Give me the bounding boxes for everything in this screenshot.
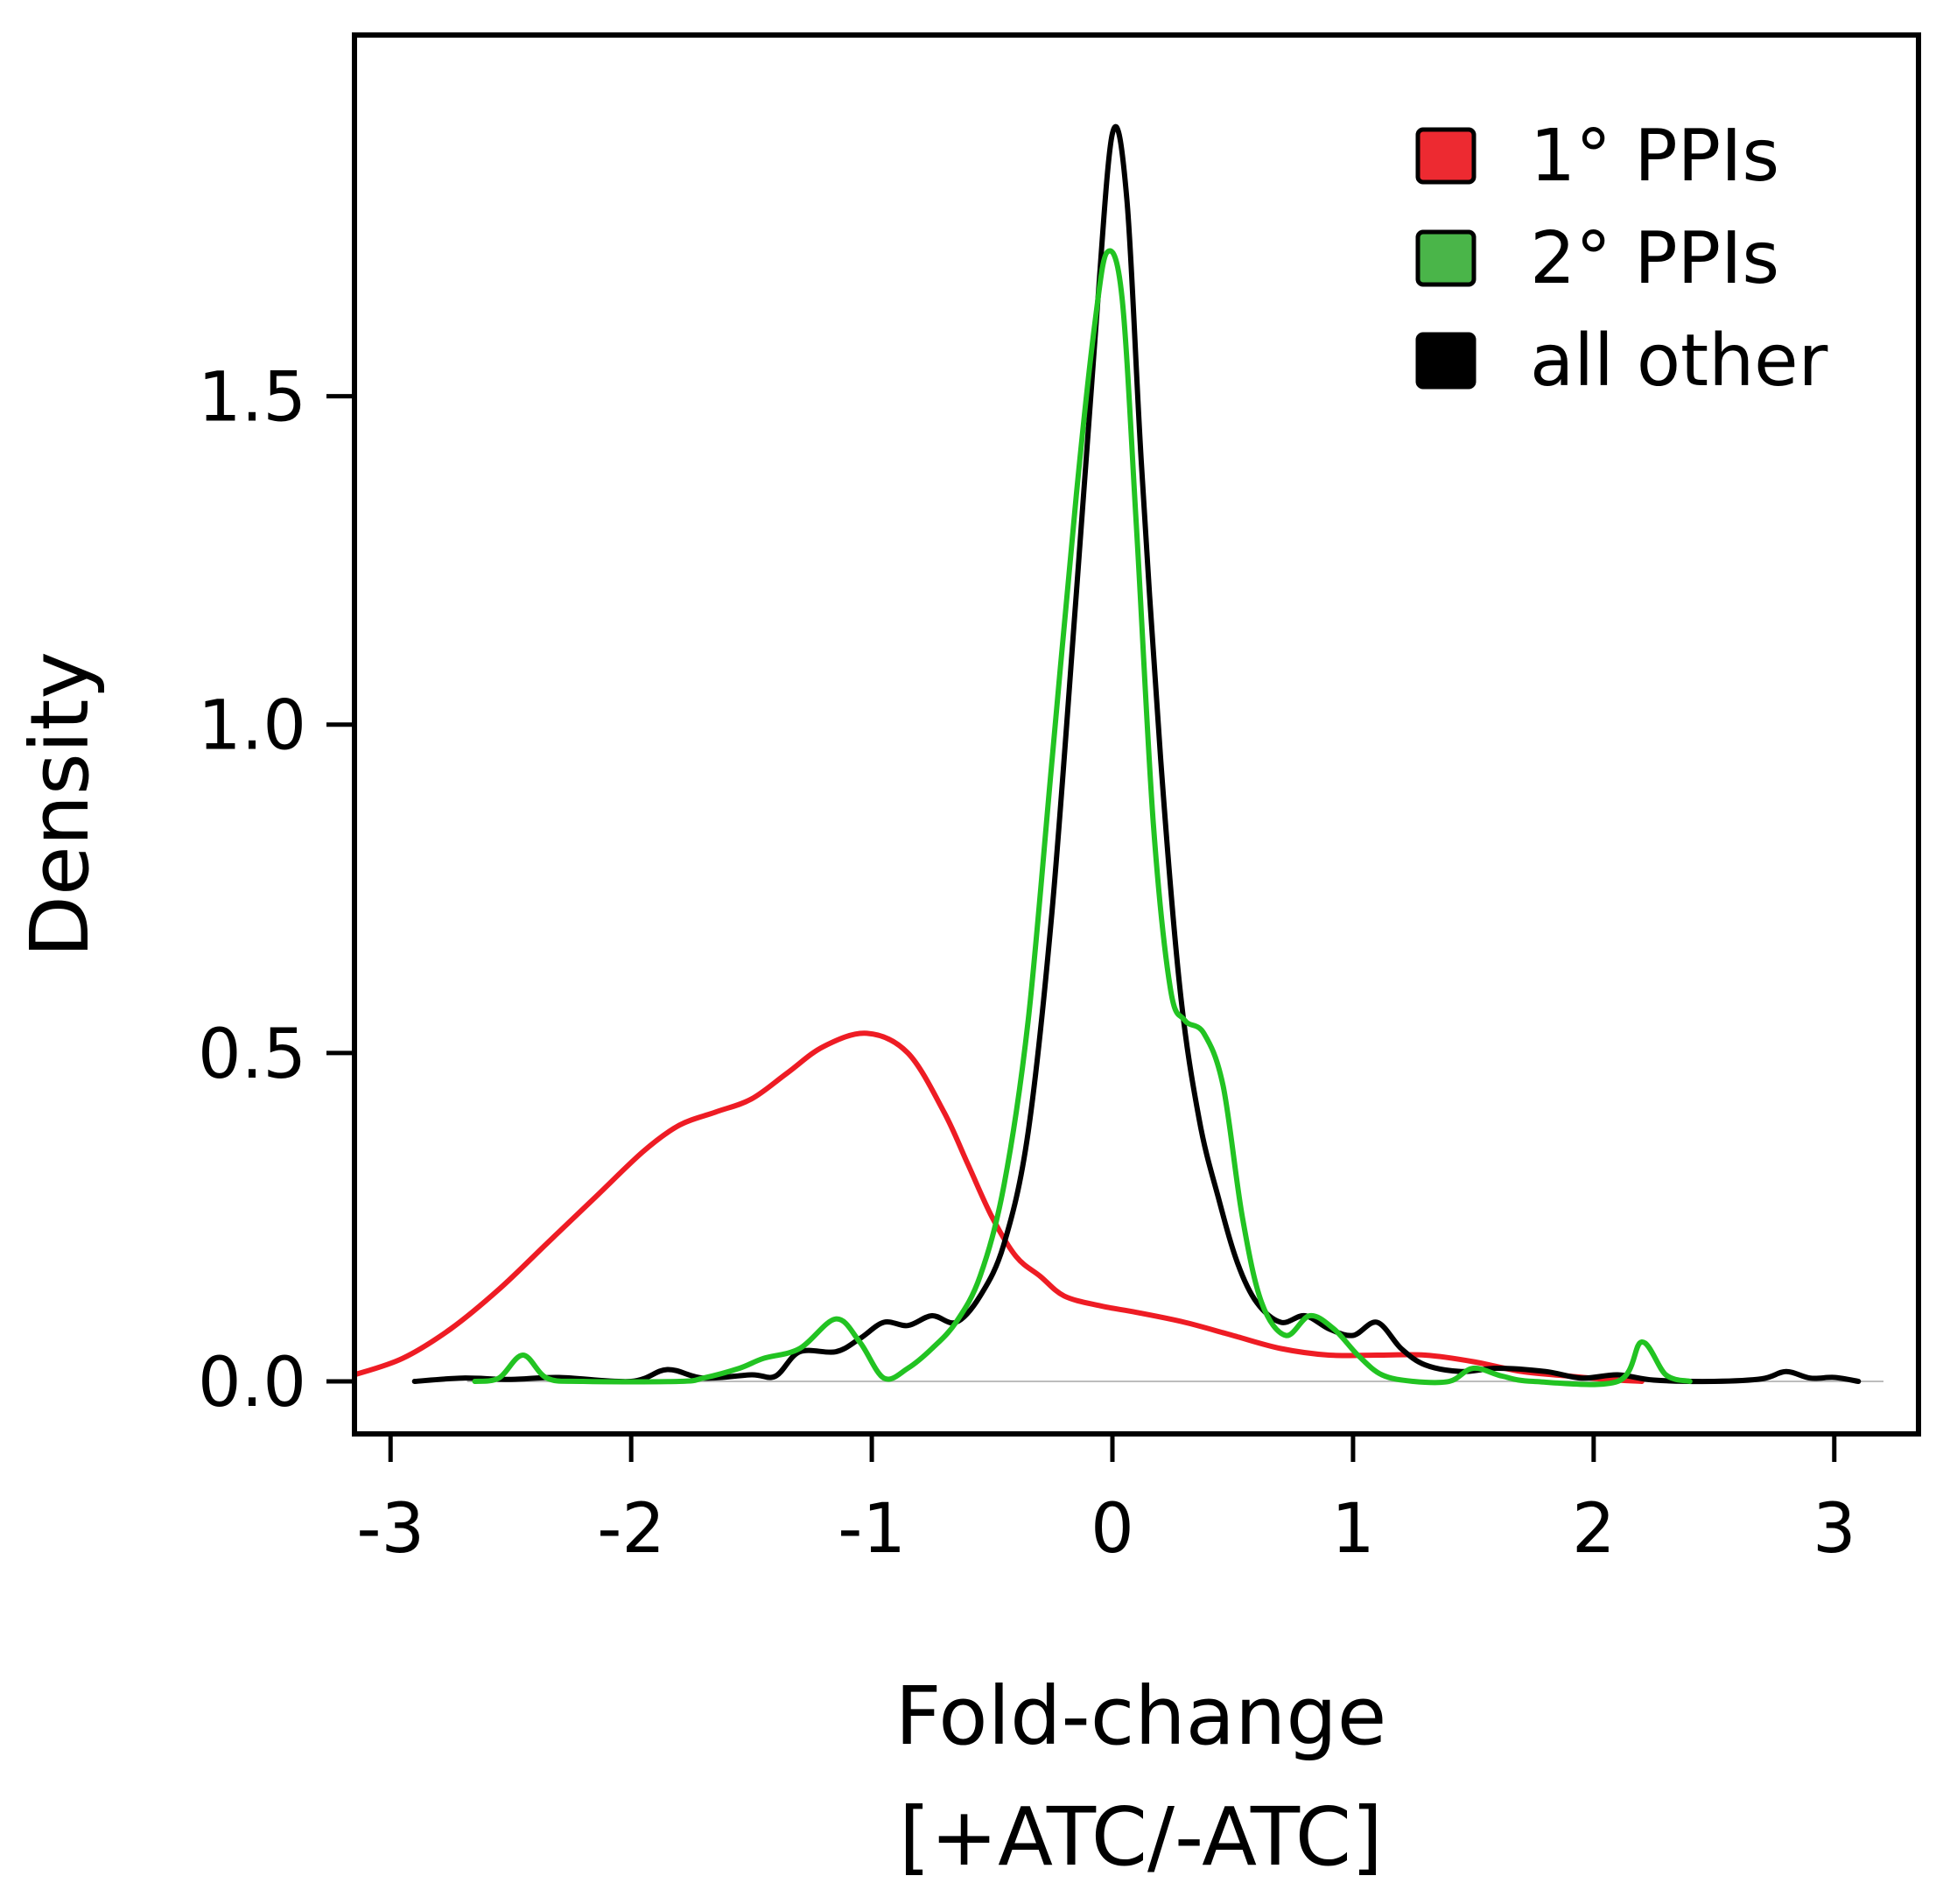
legend-label: all other xyxy=(1530,320,1828,403)
y-tick-label: 1.5 xyxy=(198,359,306,438)
legend-swatch xyxy=(1415,332,1477,390)
legend-item-all-other: all other xyxy=(1415,320,1828,403)
x-tick-label: 1 xyxy=(1331,1490,1375,1569)
x-tick-label: -1 xyxy=(838,1490,906,1569)
x-axis-title-line-2: [+ATC/-ATC] xyxy=(899,1790,1383,1884)
y-tick-label: 0.5 xyxy=(198,1015,306,1094)
x-tick-label: -3 xyxy=(356,1490,424,1569)
legend-item-2-ppis: 2° PPIs xyxy=(1415,217,1779,300)
series-line-2-ppis xyxy=(472,248,1693,1388)
legend-swatch xyxy=(1415,229,1477,287)
x-axis-title-line-1: Fold-change xyxy=(895,1669,1387,1763)
x-tick-label: 3 xyxy=(1813,1490,1856,1569)
plot-frame xyxy=(352,32,1921,1437)
series-line-1-ppis xyxy=(352,1030,1645,1384)
legend-swatch xyxy=(1415,127,1477,185)
x-tick-label: -2 xyxy=(597,1490,665,1569)
y-tick-label: 1.0 xyxy=(198,687,306,766)
legend-label: 2° PPIs xyxy=(1530,217,1779,300)
legend-item-1-ppis: 1° PPIs xyxy=(1415,115,1779,198)
x-tick-label: 2 xyxy=(1572,1490,1616,1569)
y-tick-label: 0.0 xyxy=(198,1344,306,1423)
series-line-all-other xyxy=(411,123,1862,1385)
y-axis-title: Density xyxy=(13,651,107,958)
legend-label: 1° PPIs xyxy=(1530,115,1779,198)
x-tick-label: 0 xyxy=(1091,1490,1134,1569)
